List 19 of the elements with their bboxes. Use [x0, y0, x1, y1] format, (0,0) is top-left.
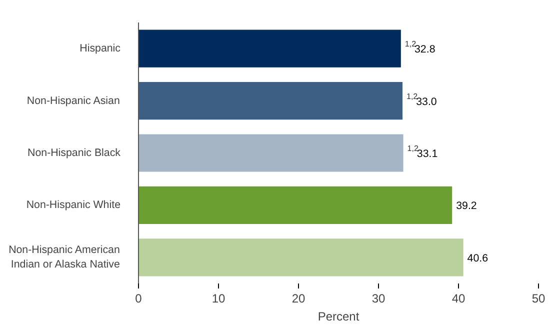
y-tick-label: Non-Hispanic Black: [28, 147, 122, 159]
y-tick-label: Hispanic: [80, 42, 122, 55]
data-label: 40.6: [467, 252, 488, 264]
bar: [138, 186, 452, 224]
y-tick-label: Non-Hispanic White: [26, 199, 121, 212]
x-axis-title: Percent: [318, 310, 360, 324]
y-tick-label: Non-Hispanic American Indian or Alaska Native: [8, 244, 120, 271]
x-tick-label: 50: [532, 292, 546, 306]
x-tick-label: 10: [212, 292, 226, 306]
bar: [138, 30, 401, 68]
x-tick-label: 30: [372, 292, 386, 306]
data-label: 39.2: [456, 200, 477, 212]
y-tick-label: Non-Hispanic Asian: [26, 94, 120, 107]
x-tick-label: 20: [292, 292, 306, 306]
bar: [138, 82, 402, 120]
bar: [138, 134, 404, 172]
x-tick-label: 0: [135, 292, 142, 306]
bar: [138, 238, 464, 276]
x-tick-label: 40: [452, 292, 466, 306]
